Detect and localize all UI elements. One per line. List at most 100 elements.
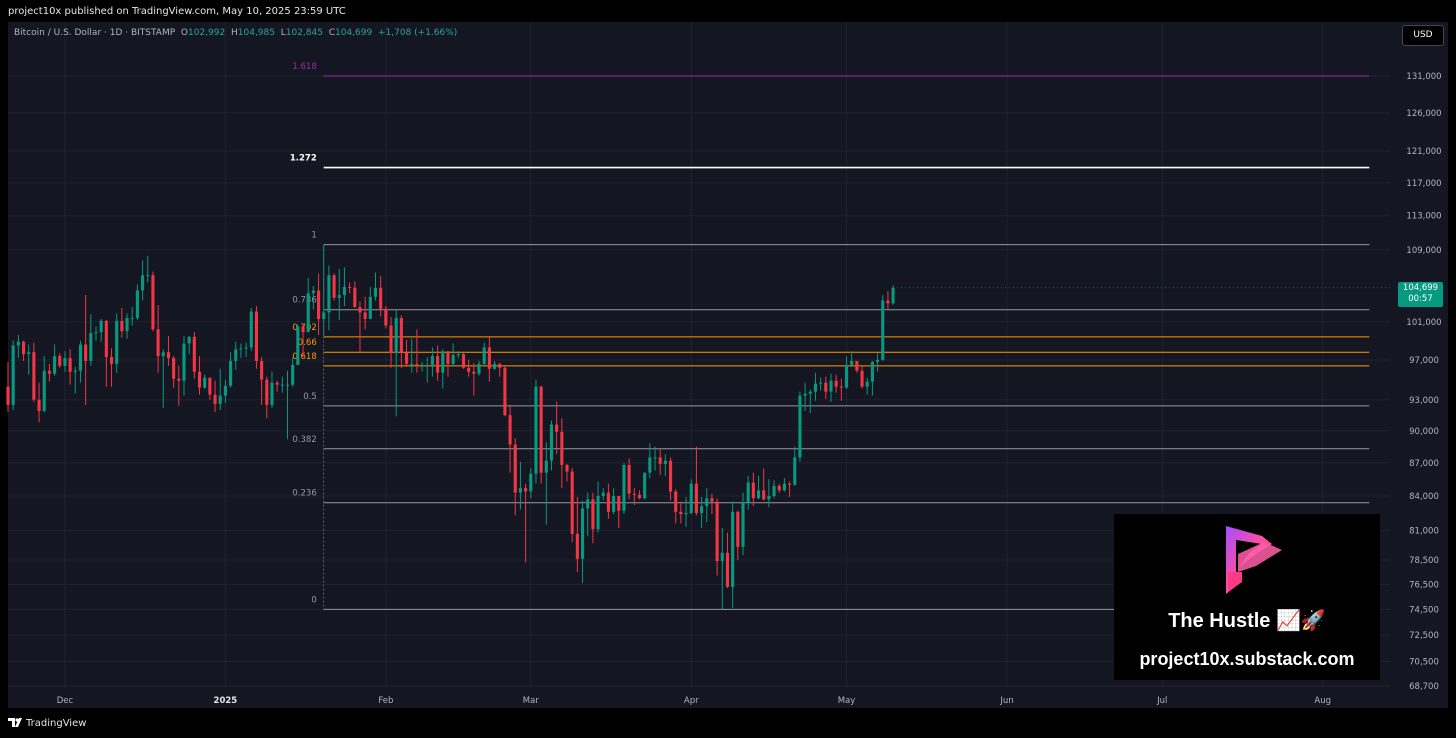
fib-level-label: 0.382 xyxy=(292,435,316,445)
y-tick-label: 117,000 xyxy=(1406,179,1441,189)
candle-body xyxy=(37,399,41,412)
tradingview-logo-icon[interactable] xyxy=(8,718,22,728)
last-price-tag: 104,699 00:57 xyxy=(1398,282,1443,307)
y-tick-label: 90,000 xyxy=(1409,427,1439,437)
candle-body xyxy=(425,364,429,366)
candle-body xyxy=(373,287,378,297)
change-value: +1,708 (+1.66%) xyxy=(377,28,458,38)
candle-body xyxy=(104,320,108,358)
high-label: H xyxy=(230,28,238,38)
candle-body xyxy=(844,364,849,388)
fib-level-label: 0 xyxy=(311,595,316,605)
candle-body xyxy=(725,552,730,587)
candle-body xyxy=(161,352,165,357)
y-tick-label: 70,500 xyxy=(1409,658,1439,668)
candle-body xyxy=(68,358,72,372)
candle-body xyxy=(487,347,491,369)
candle-body xyxy=(27,352,31,355)
candle-body xyxy=(208,377,212,395)
candle-body xyxy=(606,492,610,512)
candle-body xyxy=(477,363,481,374)
candle-body xyxy=(860,370,864,387)
candle-body xyxy=(617,495,621,511)
candle-body xyxy=(94,332,98,334)
candle-body xyxy=(855,360,859,371)
candle-body xyxy=(368,296,372,319)
candle-body xyxy=(130,318,134,320)
fib-level-label: 1 xyxy=(311,231,316,241)
candle-body xyxy=(32,352,36,400)
candle-body xyxy=(658,457,662,464)
candle-body xyxy=(798,395,802,458)
candle-body xyxy=(498,363,502,368)
last-price-countdown: 00:57 xyxy=(1408,294,1433,304)
candle-body xyxy=(591,499,595,530)
candle-body xyxy=(53,356,57,374)
candle-body xyxy=(839,386,843,388)
y-axis: 131,000 126,000 121,000 117,000 113,000 109,0… xyxy=(1406,72,1441,692)
candle-body xyxy=(296,326,300,365)
symbol-name[interactable]: Bitcoin / U.S. Dollar · 1D · BITSTAMP xyxy=(14,28,176,38)
candle-body xyxy=(819,382,823,384)
symbol-ohlc-legend[interactable]: Bitcoin / U.S. Dollar · 1D · BITSTAMP O1… xyxy=(14,28,457,38)
y-tick-label: 93,000 xyxy=(1409,396,1439,406)
candle-body xyxy=(741,502,745,547)
candle-body xyxy=(285,384,290,386)
candle-body xyxy=(197,371,202,388)
candle-body xyxy=(689,483,693,514)
candle-body xyxy=(270,382,274,405)
x-tick-label: Feb xyxy=(378,696,393,706)
candle-body xyxy=(21,341,26,355)
candle-body xyxy=(663,460,667,464)
candle-body xyxy=(420,364,424,366)
watermark-panel xyxy=(1114,514,1380,680)
candle-body xyxy=(239,348,243,350)
candle-body xyxy=(394,318,398,354)
y-tick-label: 68,700 xyxy=(1409,682,1439,692)
hustle-logo-icon xyxy=(1226,526,1282,594)
y-tick-label: 126,000 xyxy=(1406,109,1441,119)
candle-body xyxy=(586,499,590,509)
candle-body xyxy=(653,457,657,459)
candle-body xyxy=(544,460,548,473)
candle-body xyxy=(73,370,77,372)
x-tick-label: Apr xyxy=(684,696,699,706)
candle-body xyxy=(363,312,367,319)
candle-body xyxy=(275,382,279,385)
candle-body xyxy=(808,391,812,394)
candle-body xyxy=(135,290,139,319)
candle-body xyxy=(234,349,238,361)
candle-body xyxy=(301,326,305,333)
candle-body xyxy=(389,325,393,354)
candle-body xyxy=(353,287,357,307)
candle-body xyxy=(99,320,103,333)
candle-body xyxy=(456,354,460,356)
candle-body xyxy=(223,385,227,396)
candle-body xyxy=(405,352,409,364)
fib-level-label: 0.786 xyxy=(292,296,316,306)
candle-body xyxy=(177,378,181,381)
candle-body xyxy=(700,506,704,514)
tradingview-brand[interactable]: TradingView xyxy=(26,718,87,729)
candle-body xyxy=(451,355,455,364)
candle-body xyxy=(337,295,341,298)
high-value: 104,985 xyxy=(237,28,275,38)
y-tick-label: 113,000 xyxy=(1406,212,1441,222)
candle-body xyxy=(141,275,145,291)
candle-body xyxy=(580,508,585,559)
candle-body xyxy=(342,286,346,296)
y-tick-label: 101,000 xyxy=(1406,318,1441,328)
candle-body xyxy=(115,320,119,364)
candle-body xyxy=(555,424,559,432)
x-tick-label: Jun xyxy=(999,696,1013,706)
x-tick-label: May xyxy=(838,696,856,706)
candle-body xyxy=(824,382,828,392)
candle-body xyxy=(84,344,88,361)
x-tick-label: Aug xyxy=(1314,696,1331,706)
candle-body xyxy=(549,424,554,461)
currency-button[interactable]: USD xyxy=(1402,25,1444,46)
fib-level-label: 1.272 xyxy=(290,154,317,164)
x-tick-label: 2025 xyxy=(214,696,238,706)
candle-body xyxy=(751,482,755,499)
candle-body xyxy=(399,318,403,353)
